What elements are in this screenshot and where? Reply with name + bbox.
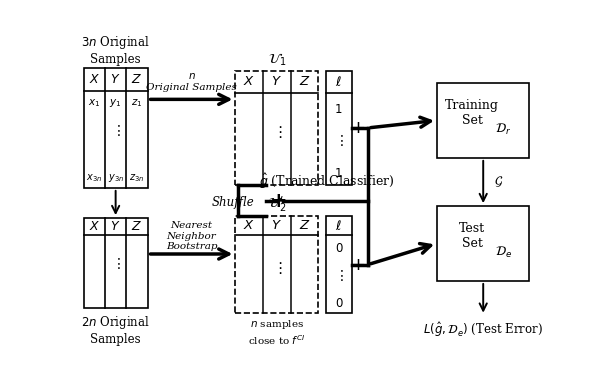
Text: $\mathit{Z}$: $\mathit{Z}$ bbox=[132, 73, 143, 86]
Text: $\vdots$: $\vdots$ bbox=[334, 133, 343, 148]
Text: $\mathit{Y}$: $\mathit{Y}$ bbox=[110, 73, 121, 86]
Bar bbox=[236, 71, 318, 185]
Text: Test
Set: Test Set bbox=[459, 222, 485, 250]
Text: $\vdots$: $\vdots$ bbox=[272, 124, 282, 140]
Text: $\mathit{x_1}$: $\mathit{x_1}$ bbox=[88, 98, 100, 109]
Bar bbox=[84, 68, 147, 188]
Text: $\mathit{Y}$: $\mathit{Y}$ bbox=[271, 219, 282, 232]
Text: $+$: $+$ bbox=[350, 119, 365, 137]
Text: $\mathcal{D}_r$: $\mathcal{D}_r$ bbox=[496, 122, 512, 137]
Text: $\mathcal{U}_2'$: $\mathcal{U}_2'$ bbox=[267, 195, 286, 214]
Bar bbox=[236, 216, 318, 312]
Text: $\ell$: $\ell$ bbox=[335, 219, 342, 232]
Bar bbox=[326, 216, 352, 312]
Text: 0: 0 bbox=[335, 242, 342, 255]
Bar bbox=[437, 206, 529, 281]
Text: Training
Set: Training Set bbox=[445, 99, 499, 127]
Text: $\mathit{Z}$: $\mathit{Z}$ bbox=[132, 220, 143, 233]
Text: $\hat{g}$ (Trained Classifier): $\hat{g}$ (Trained Classifier) bbox=[259, 172, 395, 191]
Text: $\vdots$: $\vdots$ bbox=[334, 268, 343, 283]
Text: $\mathit{z_{3n}}$: $\mathit{z_{3n}}$ bbox=[129, 172, 144, 184]
Text: $\mathit{Z}$: $\mathit{Z}$ bbox=[299, 75, 310, 88]
Text: $\mathit{X}$: $\mathit{X}$ bbox=[244, 219, 255, 232]
Text: $+$: $+$ bbox=[350, 255, 365, 273]
Text: $\mathit{Y}$: $\mathit{Y}$ bbox=[271, 75, 282, 88]
Text: 0: 0 bbox=[335, 297, 342, 310]
Text: $\mathit{Z}$: $\mathit{Z}$ bbox=[299, 219, 310, 232]
Text: $L(\hat{g}, \mathcal{D}_e)$ (Test Error): $L(\hat{g}, \mathcal{D}_e)$ (Test Error) bbox=[424, 320, 543, 339]
Bar bbox=[326, 71, 352, 185]
Text: $\mathit{Y}$: $\mathit{Y}$ bbox=[110, 220, 121, 233]
Text: $\ell$: $\ell$ bbox=[335, 74, 342, 89]
Text: $n$
Original Samples: $n$ Original Samples bbox=[146, 71, 237, 92]
Bar bbox=[437, 83, 529, 158]
Text: $\vdots$: $\vdots$ bbox=[111, 255, 121, 271]
Text: Nearest
Neighbor
Bootstrap: Nearest Neighbor Bootstrap bbox=[166, 221, 217, 251]
Text: $\mathit{y_1}$: $\mathit{y_1}$ bbox=[110, 97, 122, 109]
Text: Shuffle: Shuffle bbox=[212, 196, 255, 209]
Text: $\vdots$: $\vdots$ bbox=[272, 261, 282, 277]
Text: $\mathit{X}$: $\mathit{X}$ bbox=[244, 75, 255, 88]
Text: $2n$ Original
Samples: $2n$ Original Samples bbox=[81, 314, 150, 346]
Text: 1: 1 bbox=[335, 103, 342, 116]
Text: $\mathit{z_1}$: $\mathit{z_1}$ bbox=[131, 98, 143, 109]
Text: $\mathit{X}$: $\mathit{X}$ bbox=[89, 73, 100, 86]
Text: $3n$ Original
Samples: $3n$ Original Samples bbox=[81, 34, 150, 66]
Text: $\mathcal{G}$: $\mathcal{G}$ bbox=[494, 175, 503, 189]
Text: $\mathcal{D}_e$: $\mathcal{D}_e$ bbox=[495, 245, 512, 260]
Text: $\mathbf{+}$: $\mathbf{+}$ bbox=[269, 191, 287, 211]
Text: $\mathit{X}$: $\mathit{X}$ bbox=[89, 220, 100, 233]
Bar bbox=[84, 218, 147, 308]
Text: $\mathit{y_{3n}}$: $\mathit{y_{3n}}$ bbox=[108, 172, 124, 184]
Text: $n$ samples
close to $f^{CI}$: $n$ samples close to $f^{CI}$ bbox=[248, 318, 305, 347]
Text: 1: 1 bbox=[335, 167, 342, 180]
Text: $\mathcal{U}_1$: $\mathcal{U}_1$ bbox=[267, 52, 286, 68]
Text: $\vdots$: $\vdots$ bbox=[111, 123, 121, 138]
Text: $\mathit{x_{3n}}$: $\mathit{x_{3n}}$ bbox=[86, 172, 102, 184]
